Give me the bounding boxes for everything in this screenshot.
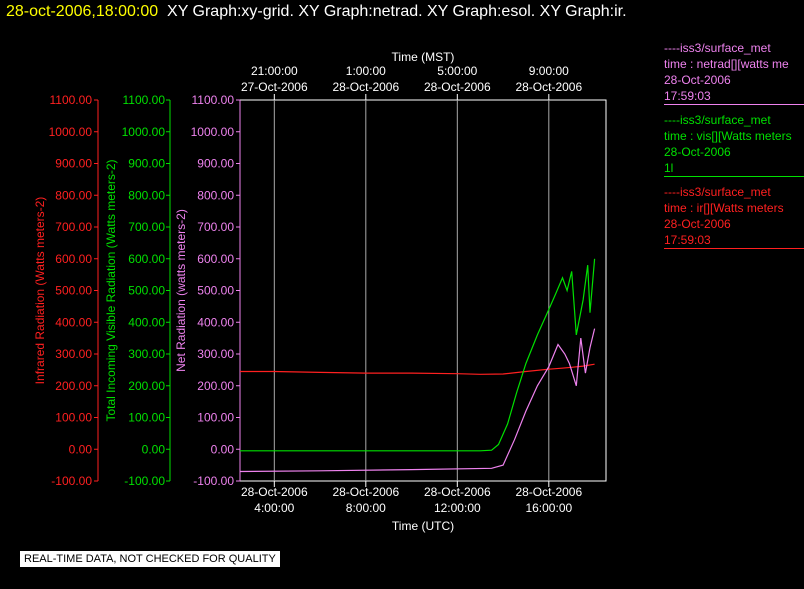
legend-line: 1l [664, 161, 674, 175]
y-tick-label-vis: 100.00 [128, 411, 165, 425]
y-tick-label-ir: -100.00 [51, 474, 92, 488]
top-tick-label-date: 28-Oct-2006 [332, 80, 399, 94]
x-tick-label-time: 8:00:00 [346, 501, 386, 515]
y-tick-label-ir: 300.00 [55, 347, 92, 361]
y-tick-label-vis: 700.00 [128, 220, 165, 234]
y-axis-title-vis: Total Incoming Visible Radiation (Watts … [104, 159, 118, 421]
y-tick-label-vis: 200.00 [128, 379, 165, 393]
series-line-vis [240, 258, 596, 452]
y-tick-label-vis: -100.00 [124, 474, 165, 488]
y-tick-label-ir: 0.00 [69, 442, 93, 456]
graph-list-label: XY Graph:xy-grid. XY Graph:netrad. XY Gr… [167, 3, 627, 20]
legend-separator [664, 176, 804, 177]
y-tick-label-vis: 1100.00 [123, 93, 166, 107]
y-tick-label-vis: 300.00 [128, 347, 165, 361]
y-tick-label-net: 1000.00 [191, 125, 235, 139]
top-axis-label: Time (MST) [392, 50, 455, 64]
legend-line: ----iss3/surface_met [664, 41, 771, 55]
y-tick-label-ir: 700.00 [55, 220, 92, 234]
plot-frame [239, 99, 607, 482]
legend-line: time : vis[][Watts meters [664, 129, 792, 143]
y-tick-label-net: -100.00 [193, 474, 234, 488]
y-tick-label-net: 200.00 [197, 379, 234, 393]
legend-line: 17:59:03 [664, 89, 711, 103]
top-tick-label-date: 27-Oct-2006 [241, 80, 308, 94]
y-tick-label-net: 0.00 [211, 442, 235, 456]
legend-line: 28-Oct-2006 [664, 145, 731, 159]
legend-line: 17:59:03 [664, 233, 711, 247]
legend-line: 28-Oct-2006 [664, 217, 731, 231]
y-tick-label-net: 800.00 [197, 188, 234, 202]
legend-line: ----iss3/surface_met [664, 113, 771, 127]
x-tick-label-date: 28-Oct-2006 [332, 485, 399, 499]
top-tick-label-date: 28-Oct-2006 [515, 80, 582, 94]
y-tick-label-ir: 100.00 [55, 411, 92, 425]
x-axis-label: Time (UTC) [392, 519, 454, 533]
x-tick-label-time: 4:00:00 [254, 501, 294, 515]
y-tick-label-net: 500.00 [197, 284, 234, 298]
legend-separator [664, 248, 804, 249]
y-tick-label-ir: 1100.00 [50, 93, 93, 107]
top-tick-label-time: 21:00:00 [251, 64, 298, 78]
y-tick-label-ir: 600.00 [55, 252, 92, 266]
y-tick-label-ir: 900.00 [55, 157, 92, 171]
y-tick-label-vis: 0.00 [142, 442, 166, 456]
y-tick-label-ir: 500.00 [55, 284, 92, 298]
y-tick-label-vis: 900.00 [128, 157, 165, 171]
y-tick-label-net: 400.00 [197, 315, 234, 329]
top-tick-label-time: 1:00:00 [346, 64, 386, 78]
y-tick-label-net: 900.00 [197, 157, 234, 171]
y-tick-label-net: 100.00 [197, 411, 234, 425]
y-tick-label-net: 300.00 [197, 347, 234, 361]
x-tick-label-date: 28-Oct-2006 [241, 485, 308, 499]
graph-title-bar: 28-oct-2006,18:00:00 XY Graph:xy-grid. X… [6, 3, 627, 21]
y-tick-label-vis: 500.00 [128, 284, 165, 298]
y-tick-label-ir: 200.00 [55, 379, 92, 393]
quality-note: REAL-TIME DATA, NOT CHECKED FOR QUALITY [20, 551, 280, 567]
legend-line: ----iss3/surface_met [664, 185, 771, 199]
legend-separator [664, 104, 804, 105]
y-tick-label-vis: 400.00 [128, 315, 165, 329]
y-tick-label-net: 600.00 [197, 252, 234, 266]
y-tick-label-vis: 800.00 [128, 188, 165, 202]
top-tick-label-time: 9:00:00 [529, 64, 569, 78]
y-tick-label-ir: 800.00 [55, 188, 92, 202]
series-line-ir [240, 363, 595, 375]
series-line-net [239, 328, 596, 473]
x-tick-label-time: 12:00:00 [434, 501, 481, 515]
y-tick-label-vis: 1000.00 [122, 125, 166, 139]
x-tick-label-date: 28-Oct-2006 [424, 485, 491, 499]
top-tick-label-date: 28-Oct-2006 [424, 80, 491, 94]
x-tick-label-time: 16:00:00 [525, 501, 572, 515]
y-tick-label-ir: 400.00 [55, 315, 92, 329]
y-tick-label-vis: 600.00 [128, 252, 165, 266]
y-tick-label-net: 700.00 [197, 220, 234, 234]
x-tick-label-date: 28-Oct-2006 [515, 485, 582, 499]
legend-line: 28-Oct-2006 [664, 73, 731, 87]
timestamp-label: 28-oct-2006,18:00:00 [6, 3, 159, 20]
y-axis-title-net: Net Radiation (watts meters-2) [174, 209, 188, 372]
y-axis-title-ir: Infrared Radiation (Watts meters-2) [33, 197, 47, 385]
top-tick-label-time: 5:00:00 [437, 64, 477, 78]
y-tick-label-ir: 1000.00 [49, 125, 93, 139]
legend-line: time : netrad[][watts me [664, 57, 789, 71]
legend-line: time : ir[][Watts meters [664, 201, 784, 215]
y-tick-label-net: 1100.00 [192, 93, 235, 107]
